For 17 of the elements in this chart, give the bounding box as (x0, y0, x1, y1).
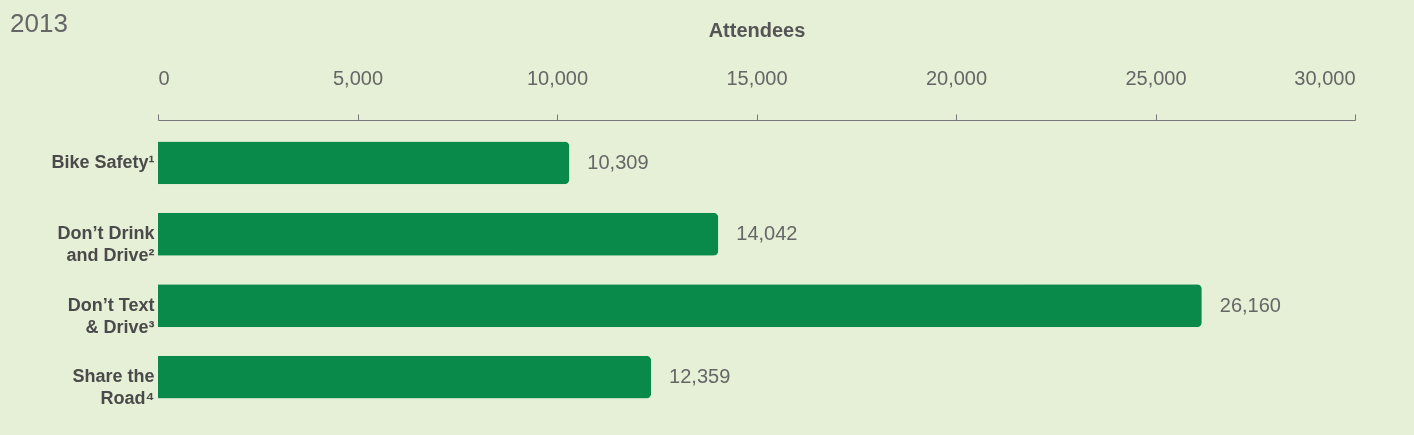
data-label: 26,160 (1219, 293, 1281, 316)
x-axis-title: Attendees (708, 18, 806, 41)
x-tick-label: 10,000 (526, 66, 589, 89)
data-label: 12,359 (669, 365, 731, 388)
x-tick-label: 0 (158, 66, 170, 89)
data-label: 10,309 (587, 150, 649, 173)
y-tick-label: Share the Road⁴ (72, 366, 155, 409)
x-tick-label: 15,000 (726, 66, 788, 89)
x-tick-label: 25,000 (1125, 66, 1187, 89)
chart-title: 2013 (10, 8, 68, 39)
y-tick-label: Bike Safety¹ (51, 151, 155, 172)
x-tick-label: 5,000 (332, 66, 384, 89)
y-tick-label: Don’t Text & Drive³ (67, 294, 155, 337)
x-tick-label: 30,000 (1294, 66, 1356, 89)
y-tick-label: Don’t Drink and Drive² (57, 223, 156, 266)
data-label: 14,042 (736, 222, 798, 245)
x-tick-label: 20,000 (925, 66, 988, 89)
